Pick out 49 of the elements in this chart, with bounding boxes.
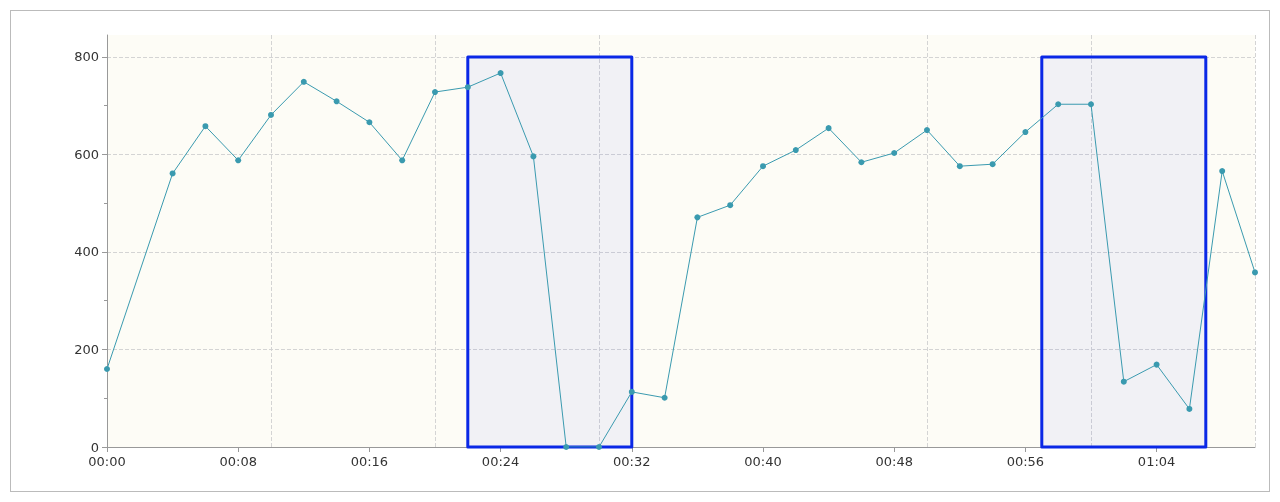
point: [1153, 361, 1160, 368]
point: [1219, 168, 1226, 175]
point: [596, 444, 602, 450]
point: [1252, 269, 1258, 276]
point: [104, 365, 110, 372]
point: [694, 214, 701, 221]
point: [760, 163, 766, 170]
point: [825, 125, 832, 132]
point: [1022, 129, 1029, 136]
x-tick-label: 00:24: [481, 454, 520, 469]
x-tick-label: 01:04: [1137, 454, 1176, 469]
point: [366, 119, 373, 126]
x-tick-label: 00:08: [219, 454, 257, 469]
x-tick-label: 00:56: [1006, 454, 1045, 469]
x-tick-label: 00:32: [613, 454, 651, 469]
point: [464, 84, 471, 91]
x-tick-label: 00:40: [744, 454, 782, 469]
point: [858, 159, 865, 166]
point: [563, 444, 570, 450]
y-tick-label: 800: [74, 49, 99, 65]
point: [989, 161, 996, 168]
point: [727, 202, 734, 209]
y-tick-label: 400: [74, 244, 99, 260]
y-tick-label: 200: [74, 341, 99, 357]
point: [924, 127, 930, 134]
point: [530, 153, 537, 160]
point: [1088, 101, 1094, 108]
point: [432, 89, 438, 96]
point: [300, 78, 307, 85]
point: [235, 157, 242, 164]
x-tick-label: 00:00: [88, 454, 126, 469]
point: [956, 163, 963, 170]
point: [333, 98, 340, 105]
point: [497, 70, 504, 77]
point: [628, 388, 635, 395]
point: [1186, 405, 1193, 412]
point: [169, 170, 176, 177]
point: [1120, 378, 1127, 385]
point: [268, 111, 274, 118]
y-tick-label: 600: [74, 146, 99, 162]
y-tick-label: 0: [90, 439, 99, 455]
point: [202, 123, 209, 130]
point: [399, 157, 406, 164]
point: [891, 149, 898, 156]
point: [1055, 101, 1062, 108]
x-tick-label: 00:48: [875, 454, 913, 469]
x-tick-label: 00:16: [350, 454, 389, 469]
point: [661, 394, 668, 401]
point: [792, 147, 799, 154]
